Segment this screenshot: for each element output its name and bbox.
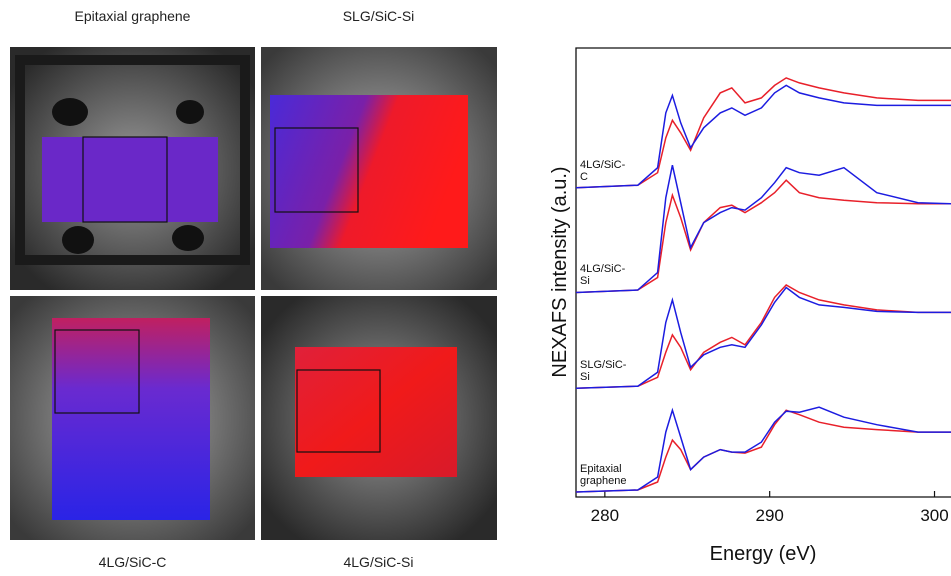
image-epitaxial xyxy=(10,47,255,290)
spectrum-label: 4LG/SiC-C xyxy=(580,158,626,183)
y-axis-label: NEXAFS intensity (a.u.) xyxy=(549,166,571,377)
x-tick-label: 300 xyxy=(920,506,948,525)
curves xyxy=(576,77,951,493)
spectrum-line xyxy=(576,286,951,389)
image-4lg-sic-si xyxy=(261,296,497,540)
image-label: SLG/SiC-Si xyxy=(342,8,415,24)
plot-area: 280 290 300 Energy (eV) NEXAFS intensity (a.… xyxy=(549,47,951,565)
image-label: 4LG/SiC-C xyxy=(98,554,167,570)
image-4lg-sic-c xyxy=(10,296,255,540)
spectrum-label: Epitaxial graphene xyxy=(580,463,627,487)
spectrum-line xyxy=(576,406,951,493)
spectrum-line xyxy=(576,409,951,493)
image-slg-sic-si xyxy=(261,47,497,290)
spectrum-label: 4LG/SiC-Si xyxy=(580,263,626,288)
spectrum-line xyxy=(576,165,951,294)
spectrum-line xyxy=(576,77,951,189)
axis-frame xyxy=(575,47,951,498)
spectrum-line xyxy=(576,284,951,389)
image-label: 4LG/SiC-Si xyxy=(343,554,414,570)
x-tick-label: 280 xyxy=(591,506,619,525)
spectrum-label: SLG/SiC-Si xyxy=(580,359,627,384)
spectrum-line xyxy=(576,84,951,189)
image-label: Epitaxial graphene xyxy=(74,8,191,24)
x-axis-label: Energy (eV) xyxy=(710,543,817,565)
x-tick-label: 290 xyxy=(755,506,783,525)
